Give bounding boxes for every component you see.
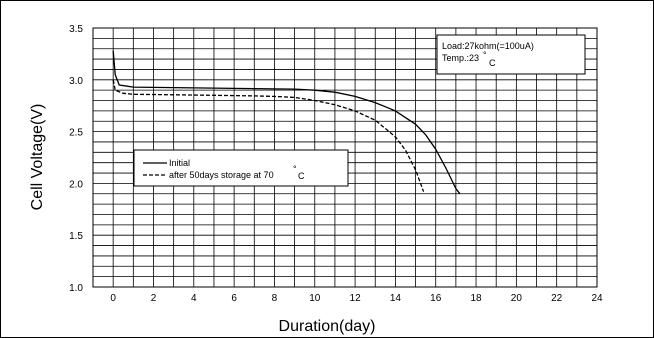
x-tick-label: 14 bbox=[390, 293, 402, 304]
x-axis-title: Duration(day) bbox=[279, 318, 376, 335]
x-tick-label: 12 bbox=[350, 293, 362, 304]
annotation-frame bbox=[436, 34, 586, 75]
y-tick-label: 1.5 bbox=[69, 231, 83, 242]
annotation-load: Load:27kohm(=100uA) bbox=[442, 41, 534, 51]
x-tick-label: 0 bbox=[110, 293, 116, 304]
legend-initial-label: Initial bbox=[169, 158, 190, 168]
series-line-initial bbox=[112, 50, 461, 195]
y-tick-label: 3.0 bbox=[69, 76, 83, 87]
x-tick-label: 22 bbox=[551, 293, 563, 304]
x-tick-label: 16 bbox=[430, 293, 442, 304]
x-tick-label: 4 bbox=[191, 293, 197, 304]
x-tick-label: 24 bbox=[591, 293, 603, 304]
y-axis-title: Cell Voltage(V) bbox=[29, 104, 46, 211]
series-line-after-storage bbox=[112, 79, 425, 192]
annotation-box: Load:27kohm(=100uA) Temp.:23 ° C bbox=[436, 34, 586, 75]
series-layer bbox=[112, 50, 461, 195]
x-tick-label: 6 bbox=[231, 293, 237, 304]
x-tick-label: 2 bbox=[151, 293, 157, 304]
x-tick-label: 20 bbox=[511, 293, 523, 304]
y-tick-label: 2.0 bbox=[69, 179, 83, 190]
legend-stored-degree: ° bbox=[293, 164, 297, 174]
legend-frame bbox=[133, 149, 349, 187]
annotation-temp-unit: C bbox=[489, 58, 496, 68]
legend-stored-unit: C bbox=[298, 171, 305, 181]
axis-ticks: 0 2 4 6 8 10 12 14 16 18 20 22 241.01.52.02.53.03.5 bbox=[69, 24, 603, 304]
y-tick-label: 1.0 bbox=[69, 283, 83, 294]
y-tick-label: 2.5 bbox=[69, 128, 83, 139]
x-tick-label: 18 bbox=[470, 293, 482, 304]
x-tick-label: 10 bbox=[309, 293, 321, 304]
x-tick-label: 8 bbox=[272, 293, 278, 304]
legend: Initial after 50days storage at 70 ° C bbox=[133, 149, 349, 187]
annotation-degree: ° bbox=[483, 50, 487, 60]
legend-stored-label: after 50days storage at 70 bbox=[169, 170, 274, 180]
y-tick-label: 3.5 bbox=[69, 24, 83, 35]
annotation-temp: Temp.:23 bbox=[442, 53, 479, 63]
